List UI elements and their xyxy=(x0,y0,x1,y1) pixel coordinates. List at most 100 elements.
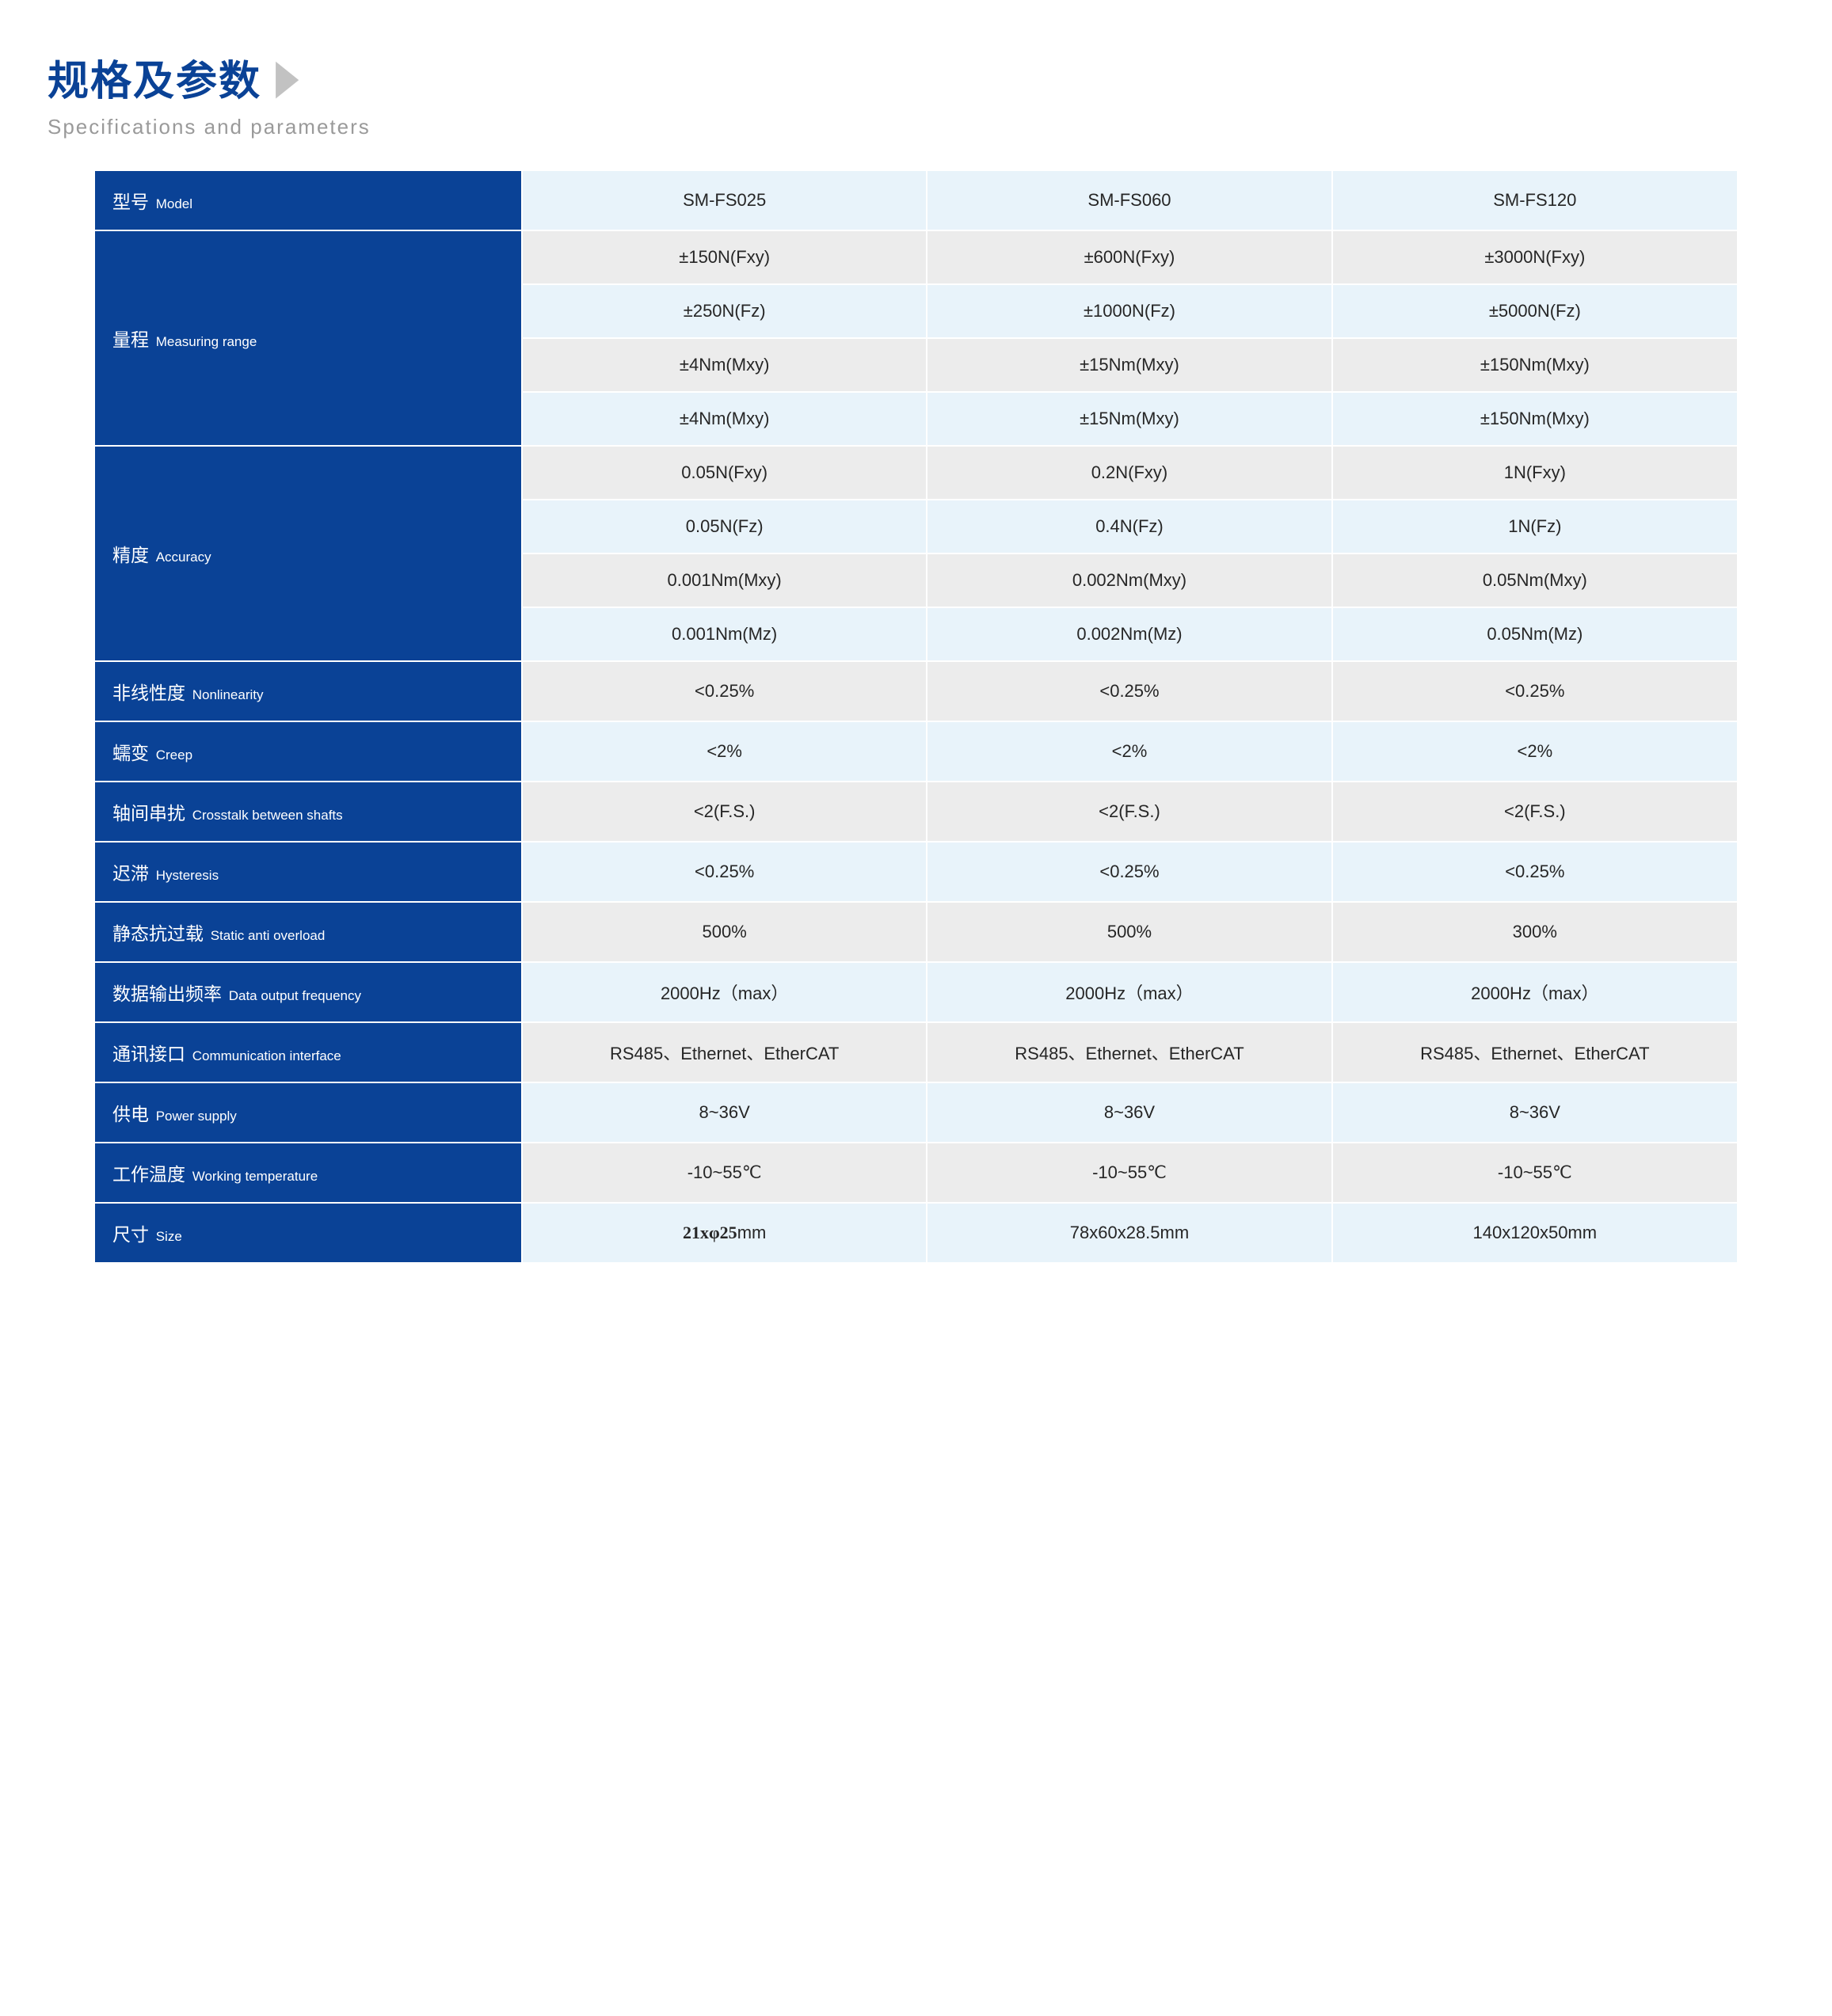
row-label: 蠕变 Creep xyxy=(95,721,522,782)
row-label-en: Data output frequency xyxy=(225,988,361,1003)
row-label-en: Accuracy xyxy=(152,550,211,565)
row-label-en: Measuring range xyxy=(152,334,257,349)
table-row: 供电 Power supply8~36V8~36V8~36V xyxy=(95,1082,1737,1143)
spec-cell: <2% xyxy=(522,721,927,782)
spec-cell: 1N(Fz) xyxy=(1332,500,1737,553)
row-label-cn: 型号 xyxy=(112,192,149,212)
row-label-cn: 工作温度 xyxy=(112,1164,185,1185)
table-row: 工作温度 Working temperature-10~55℃-10~55℃-1… xyxy=(95,1143,1737,1203)
spec-table-wrapper: 型号 ModelSM-FS025SM-FS060SM-FS120量程 Measu… xyxy=(48,139,1784,1264)
spec-cell: RS485、Ethernet、EtherCAT xyxy=(1332,1022,1737,1082)
row-label-cn: 蠕变 xyxy=(112,743,149,763)
row-label-en: Hysteresis xyxy=(152,868,219,883)
spec-cell: ±3000N(Fxy) xyxy=(1332,230,1737,284)
spec-cell: ±150Nm(Mxy) xyxy=(1332,392,1737,446)
spec-cell: ±150Nm(Mxy) xyxy=(1332,338,1737,392)
table-row: 数据输出频率 Data output frequency2000Hz（max）2… xyxy=(95,962,1737,1022)
row-label-en: Static anti overload xyxy=(207,928,325,943)
row-label: 供电 Power supply xyxy=(95,1082,522,1143)
row-label-cn: 非线性度 xyxy=(112,683,185,703)
row-label-en: Crosstalk between shafts xyxy=(189,808,343,823)
spec-cell: 0.002Nm(Mxy) xyxy=(927,553,1331,607)
spec-cell: 140x120x50mm xyxy=(1332,1203,1737,1263)
spec-cell: 8~36V xyxy=(522,1082,927,1143)
row-label-en: Power supply xyxy=(152,1109,237,1124)
row-label-cn: 量程 xyxy=(112,329,149,350)
spec-cell: -10~55℃ xyxy=(522,1143,927,1203)
heading-en: Specifications and parameters xyxy=(48,115,1784,139)
spec-cell: 0.05Nm(Mz) xyxy=(1332,607,1737,661)
spec-cell: 500% xyxy=(927,902,1331,962)
spec-cell: <0.25% xyxy=(927,661,1331,721)
row-label: 尺寸 Size xyxy=(95,1203,522,1263)
spec-cell: 0.4N(Fz) xyxy=(927,500,1331,553)
row-label-cn: 精度 xyxy=(112,545,149,565)
spec-cell: 0.05Nm(Mxy) xyxy=(1332,553,1737,607)
spec-cell: 8~36V xyxy=(927,1082,1331,1143)
spec-cell: ±150N(Fxy) xyxy=(522,230,927,284)
spec-cell: 2000Hz（max） xyxy=(522,962,927,1022)
row-label-en: Creep xyxy=(152,747,192,763)
spec-cell: 2000Hz（max） xyxy=(927,962,1331,1022)
spec-cell: 78x60x28.5mm xyxy=(927,1203,1331,1263)
spec-cell: <2% xyxy=(927,721,1331,782)
table-row: 迟滞 Hysteresis<0.25%<0.25%<0.25% xyxy=(95,842,1737,902)
table-row: 轴间串扰 Crosstalk between shafts<2(F.S.)<2(… xyxy=(95,782,1737,842)
spec-cell: ±5000N(Fz) xyxy=(1332,284,1737,338)
spec-cell: -10~55℃ xyxy=(927,1143,1331,1203)
model-cell: SM-FS120 xyxy=(1332,171,1737,230)
row-label-cn: 静态抗过载 xyxy=(112,923,204,944)
spec-cell: 21xφ25mm xyxy=(522,1203,927,1263)
row-label-cn: 供电 xyxy=(112,1104,149,1124)
spec-cell: RS485、Ethernet、EtherCAT xyxy=(522,1022,927,1082)
spec-cell: 0.001Nm(Mxy) xyxy=(522,553,927,607)
spec-cell: 8~36V xyxy=(1332,1082,1737,1143)
spec-cell: ±4Nm(Mxy) xyxy=(522,392,927,446)
spec-cell: 0.001Nm(Mz) xyxy=(522,607,927,661)
row-label: 工作温度 Working temperature xyxy=(95,1143,522,1203)
row-label-en: Size xyxy=(152,1229,182,1244)
spec-cell: ±250N(Fz) xyxy=(522,284,927,338)
spec-cell: <0.25% xyxy=(522,842,927,902)
row-label: 数据输出频率 Data output frequency xyxy=(95,962,522,1022)
spec-cell: 1N(Fxy) xyxy=(1332,446,1737,500)
spec-cell: 0.05N(Fxy) xyxy=(522,446,927,500)
row-label: 非线性度 Nonlinearity xyxy=(95,661,522,721)
row-label: 精度 Accuracy xyxy=(95,446,522,661)
heading-cn: 规格及参数 xyxy=(48,48,261,107)
table-row: 通讯接口 Communication interfaceRS485、Ethern… xyxy=(95,1022,1737,1082)
spec-cell: <0.25% xyxy=(1332,661,1737,721)
row-label-cn: 数据输出频率 xyxy=(112,983,222,1004)
table-row: 尺寸 Size21xφ25mm78x60x28.5mm140x120x50mm xyxy=(95,1203,1737,1263)
table-row: 非线性度 Nonlinearity<0.25%<0.25%<0.25% xyxy=(95,661,1737,721)
spec-cell: <0.25% xyxy=(1332,842,1737,902)
spec-cell: <0.25% xyxy=(522,661,927,721)
row-label-cn: 尺寸 xyxy=(112,1224,149,1245)
spec-cell: <2(F.S.) xyxy=(522,782,927,842)
model-cell: SM-FS025 xyxy=(522,171,927,230)
row-label: 静态抗过载 Static anti overload xyxy=(95,902,522,962)
section-heading: 规格及参数 ▶ xyxy=(48,48,1784,107)
spec-cell: ±600N(Fxy) xyxy=(927,230,1331,284)
spec-cell: 500% xyxy=(522,902,927,962)
row-label: 通讯接口 Communication interface xyxy=(95,1022,522,1082)
row-label-cn: 通讯接口 xyxy=(112,1044,185,1064)
spec-cell: 2000Hz（max） xyxy=(1332,962,1737,1022)
spec-table: 型号 ModelSM-FS025SM-FS060SM-FS120量程 Measu… xyxy=(95,171,1737,1264)
spec-cell: ±15Nm(Mxy) xyxy=(927,392,1331,446)
spec-cell: RS485、Ethernet、EtherCAT xyxy=(927,1022,1331,1082)
model-label: 型号 Model xyxy=(95,171,522,230)
table-row: 静态抗过载 Static anti overload500%500%300% xyxy=(95,902,1737,962)
row-label-en: Communication interface xyxy=(189,1048,341,1063)
table-row: 精度 Accuracy0.05N(Fxy)0.2N(Fxy)1N(Fxy) xyxy=(95,446,1737,500)
row-label-cn: 迟滞 xyxy=(112,863,149,884)
spec-cell: ±15Nm(Mxy) xyxy=(927,338,1331,392)
spec-cell: <2% xyxy=(1332,721,1737,782)
row-label: 轴间串扰 Crosstalk between shafts xyxy=(95,782,522,842)
spec-cell: <2(F.S.) xyxy=(1332,782,1737,842)
row-label: 量程 Measuring range xyxy=(95,230,522,446)
row-label-en: Model xyxy=(152,196,192,211)
row-label-en: Nonlinearity xyxy=(189,687,264,702)
spec-cell: <0.25% xyxy=(927,842,1331,902)
table-row: 蠕变 Creep<2%<2%<2% xyxy=(95,721,1737,782)
